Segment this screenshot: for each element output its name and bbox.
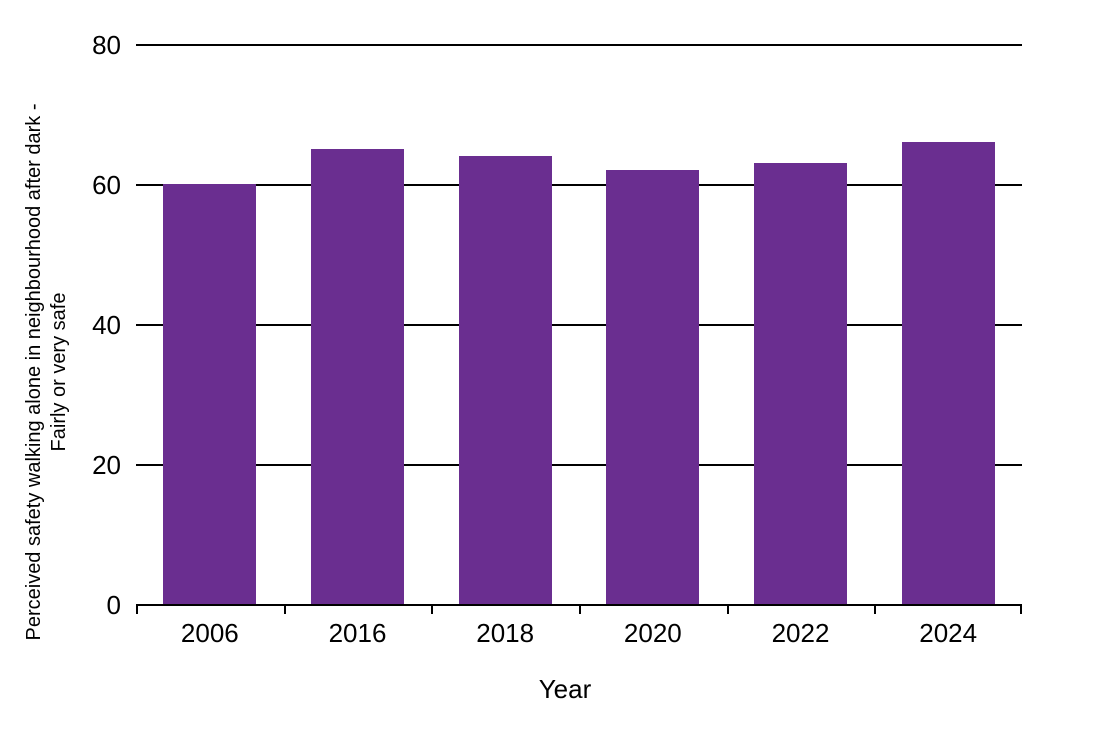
gridlines [136,44,1022,604]
y-tick-label-60: 60 [92,170,121,200]
y-tick-labels: 0 20 40 60 80 [92,32,1022,618]
x-axis-line [136,604,1022,606]
x-tick-label-2006: 2006 [180,618,239,648]
y-tick-label-0: 0 [106,590,121,620]
gridline-80 [136,44,1022,46]
y-axis-title-line1: Perceived safety walking alone in neighb… [23,103,45,641]
gridline-40 [136,324,1022,326]
x-tick-label-2024: 2024 [919,618,978,648]
x-axis-tick [1020,606,1022,614]
y-axis-title: Perceived safety walking alone in neighb… [22,104,72,641]
y-tick-label-20: 20 [92,450,121,480]
bars [136,44,1022,604]
x-axis-tick [431,606,434,614]
x-tick-label-2022: 2022 [771,618,830,648]
plot-area: 0 20 40 60 80 2006 2016 2018 2020 2022 2024 Year [92,32,1022,702]
x-axis-tick [283,606,286,614]
x-axis-ticks [136,44,1022,614]
gridline-20 [136,464,1022,466]
x-tick-label-2016: 2016 [328,618,387,648]
bar-2018 [458,156,552,604]
x-tick-labels: 2006 2016 2018 2020 2022 2024 [136,44,1022,646]
x-axis-tick [136,606,138,614]
y-axis-title-line2: Fairly or very safe [48,292,70,452]
y-tick-label-80: 80 [92,30,121,60]
bar-2016 [310,149,404,604]
x-axis-tick [874,606,877,614]
bar-2006 [163,184,257,604]
x-axis-title: Year [538,674,592,704]
x-tick-label-2020: 2020 [623,618,682,648]
bar-2022 [753,163,847,604]
bar-2024 [901,142,995,604]
bar-2020 [606,170,700,604]
x-tick-label-2018: 2018 [476,618,535,648]
y-tick-label-40: 40 [92,310,121,340]
x-axis-tick [579,606,581,614]
gridline-60 [136,184,1022,186]
x-axis-tick [726,606,729,614]
